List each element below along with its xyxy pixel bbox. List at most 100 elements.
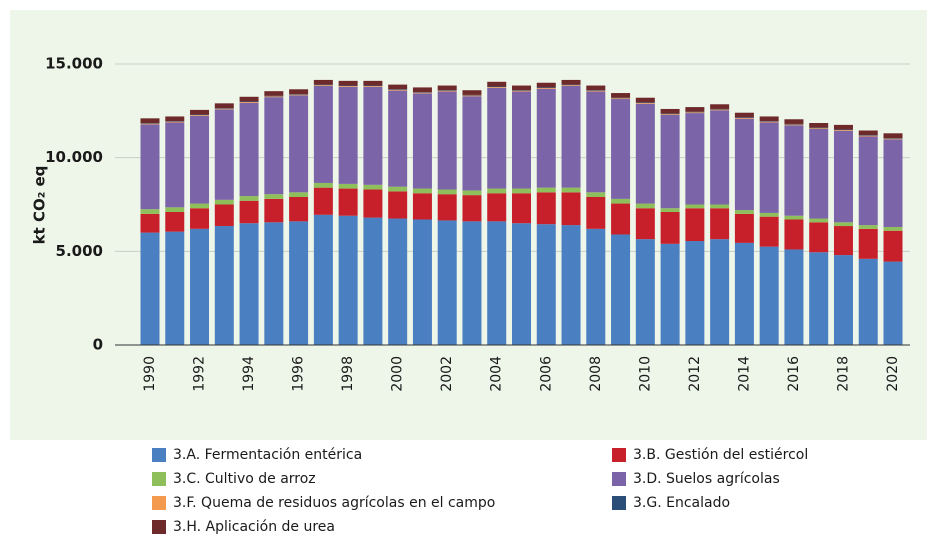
bar-segment [561, 85, 581, 86]
bar-segment [239, 96, 259, 102]
x-tick-label: 1990 [142, 356, 158, 392]
bar-segment [512, 90, 531, 92]
bar-segment [239, 102, 259, 103]
bar-segment [759, 121, 779, 122]
bar-segment [759, 122, 779, 213]
bar-segment [660, 114, 680, 209]
bar-segment [536, 187, 556, 193]
bar-segment [883, 139, 903, 227]
bar-segment [214, 199, 234, 205]
y-tick-label: 10.000 [45, 148, 103, 166]
bar-segment [784, 219, 804, 250]
bar-segment [388, 218, 408, 345]
bar-segment [363, 85, 383, 87]
bar-segment [809, 128, 829, 130]
bar-segment [140, 124, 160, 210]
bar-segment [611, 99, 631, 199]
bar-segment [710, 239, 730, 345]
bar-segment [437, 189, 457, 195]
bar-segment [710, 109, 730, 111]
bar-segment [635, 239, 655, 345]
bar-segment [784, 215, 804, 220]
bar-segment [734, 242, 754, 345]
bar-segment [388, 89, 408, 91]
legend-swatch [152, 472, 166, 486]
bar-segment [586, 91, 606, 193]
bar-segment [140, 232, 160, 345]
bar-segment [710, 108, 730, 110]
bar-segment [214, 103, 234, 109]
bar-segment [710, 110, 730, 205]
bar-segment [190, 115, 210, 116]
bar-segment [289, 197, 309, 222]
legend-label: 3.H. Aplicación de urea [173, 519, 335, 535]
bar-segment [883, 230, 903, 262]
legend-label: 3.B. Gestión del estiércol [633, 447, 808, 463]
x-tick-label: 2018 [835, 356, 851, 392]
bar-segment [561, 85, 581, 188]
bar-segment [710, 208, 730, 240]
bar-segment [858, 135, 878, 136]
bar-segment [809, 218, 829, 223]
bar-segment [611, 203, 631, 235]
bar-segment [363, 86, 383, 87]
bar-segment [734, 210, 754, 214]
bar-segment [833, 124, 853, 130]
bar-segment [611, 93, 631, 98]
bar-segment [214, 108, 234, 110]
bar-segment [264, 97, 284, 195]
bar-segment [214, 204, 234, 227]
legend-swatch [612, 472, 626, 486]
bar-segment [388, 90, 408, 187]
bar-segment [388, 191, 408, 219]
bar-segment [487, 221, 507, 345]
bar-segment [190, 115, 210, 204]
bar-segment [710, 104, 730, 109]
bar-segment [809, 127, 829, 129]
bar-segment [561, 187, 581, 193]
x-tick-label: 1992 [192, 356, 208, 392]
bar-segment [536, 224, 556, 345]
bar-segment [437, 90, 457, 92]
bar-segment [586, 85, 606, 91]
x-tick-label: 2012 [687, 356, 703, 392]
x-tick-label: 1996 [291, 356, 307, 392]
bar-segment [462, 195, 482, 222]
bar-segment [685, 111, 705, 113]
bar-segment [214, 226, 234, 345]
bar-segment [338, 188, 358, 216]
bar-segment [264, 198, 284, 223]
x-tick-label: 2006 [538, 356, 554, 392]
legend-label: 3.D. Suelos agrícolas [633, 471, 780, 487]
bar-segment [437, 91, 457, 190]
bar-segment [833, 130, 853, 131]
x-tick-label: 1994 [241, 356, 257, 392]
bar-segment [412, 193, 432, 220]
bar-segment [635, 103, 655, 204]
bar-segment [289, 89, 309, 94]
bar-segment [140, 123, 160, 125]
bar-segment [165, 121, 185, 123]
legend-swatch [612, 448, 626, 462]
y-tick-label: 0 [93, 336, 103, 354]
bar-segment [660, 114, 680, 115]
bar-segment [561, 225, 581, 345]
bar-segment [214, 109, 234, 200]
bar-segment [512, 85, 531, 91]
bar-segment [685, 204, 705, 209]
x-tick-label: 2010 [637, 356, 653, 392]
bar-segment [809, 252, 829, 345]
bar-segment [190, 109, 210, 115]
bar-segment [858, 136, 878, 226]
bar-segment [660, 243, 680, 345]
bar-segment [338, 85, 358, 87]
bar-segment [759, 116, 779, 122]
bar-segment [214, 108, 234, 109]
bar-segment [635, 102, 655, 103]
bar-segment [165, 231, 185, 345]
bar-segment [289, 94, 309, 96]
bar-segment [858, 258, 878, 345]
bar-segment [437, 194, 457, 221]
bar-segment [883, 137, 903, 139]
bar-segment [190, 228, 210, 345]
